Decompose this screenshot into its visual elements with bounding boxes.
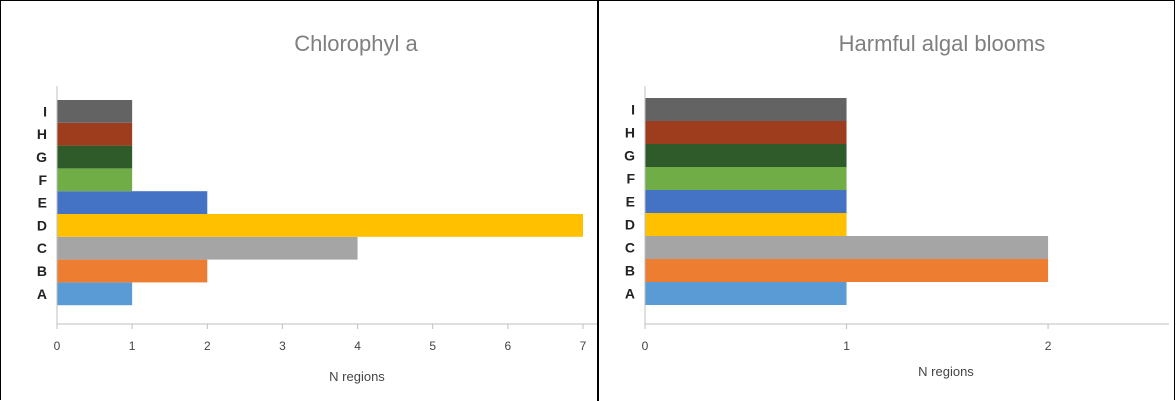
category-label-e: E [38, 195, 47, 211]
axes [56, 86, 597, 325]
category-label-a: A [37, 286, 47, 302]
category-label-f: F [38, 172, 47, 188]
x-tick-label-1: 1 [843, 339, 850, 353]
bar-f [645, 167, 847, 190]
bar-g [645, 144, 847, 167]
bar-group [645, 98, 1049, 305]
bar-a [645, 282, 847, 305]
category-label-d: D [37, 217, 47, 233]
bar-group [57, 100, 583, 306]
axes [644, 86, 1169, 325]
category-label-g: G [624, 148, 635, 164]
category-label-c: C [625, 240, 635, 256]
x-axis-label: N regions [329, 369, 385, 384]
category-label-h: H [37, 126, 47, 142]
bar-b [57, 259, 208, 283]
x-tick-label-7: 7 [580, 339, 587, 353]
category-label-c: C [37, 240, 47, 256]
bar-h [645, 121, 847, 144]
x-tick-label-2: 2 [204, 339, 211, 353]
bar-f [57, 168, 133, 192]
x-tick-label-3: 3 [279, 339, 286, 353]
panel-divider [597, 0, 599, 401]
x-axis-label: N regions [918, 364, 974, 379]
category-label-h: H [625, 125, 635, 141]
bar-h [57, 122, 133, 146]
category-label-b: B [625, 263, 635, 279]
bar-g [57, 145, 133, 169]
x-tick-label-5: 5 [429, 339, 436, 353]
bar-e [645, 190, 847, 213]
x-tick-label-2: 2 [1045, 339, 1052, 353]
category-label-g: G [36, 149, 47, 165]
x-tick-label-4: 4 [354, 339, 361, 353]
chart-title: Chlorophyl a [294, 31, 418, 56]
bar-a [57, 282, 133, 306]
bar-i [645, 98, 847, 121]
chart-title: Harmful algal blooms [839, 31, 1046, 56]
category-label-a: A [625, 286, 635, 302]
category-label-i: I [631, 102, 635, 118]
x-tick-label-1: 1 [129, 339, 136, 353]
bar-c [645, 236, 1049, 259]
bar-d [57, 214, 583, 237]
bar-c [57, 236, 358, 260]
bar-b [645, 259, 1049, 282]
category-label-e: E [626, 194, 635, 210]
category-label-b: B [37, 263, 47, 279]
category-label-f: F [626, 171, 635, 187]
tick-labels: 0 1 2 3 4 5 6 7 [54, 324, 587, 353]
tick-labels: 0 1 2 [642, 324, 1052, 353]
x-tick-label-0: 0 [642, 339, 649, 353]
bar-e [57, 191, 208, 214]
category-label-d: D [625, 217, 635, 233]
x-tick-label-6: 6 [505, 339, 512, 353]
bar-i [57, 100, 133, 123]
bar-d [645, 213, 847, 236]
x-tick-label-0: 0 [54, 339, 61, 353]
category-label-i: I [43, 103, 47, 119]
